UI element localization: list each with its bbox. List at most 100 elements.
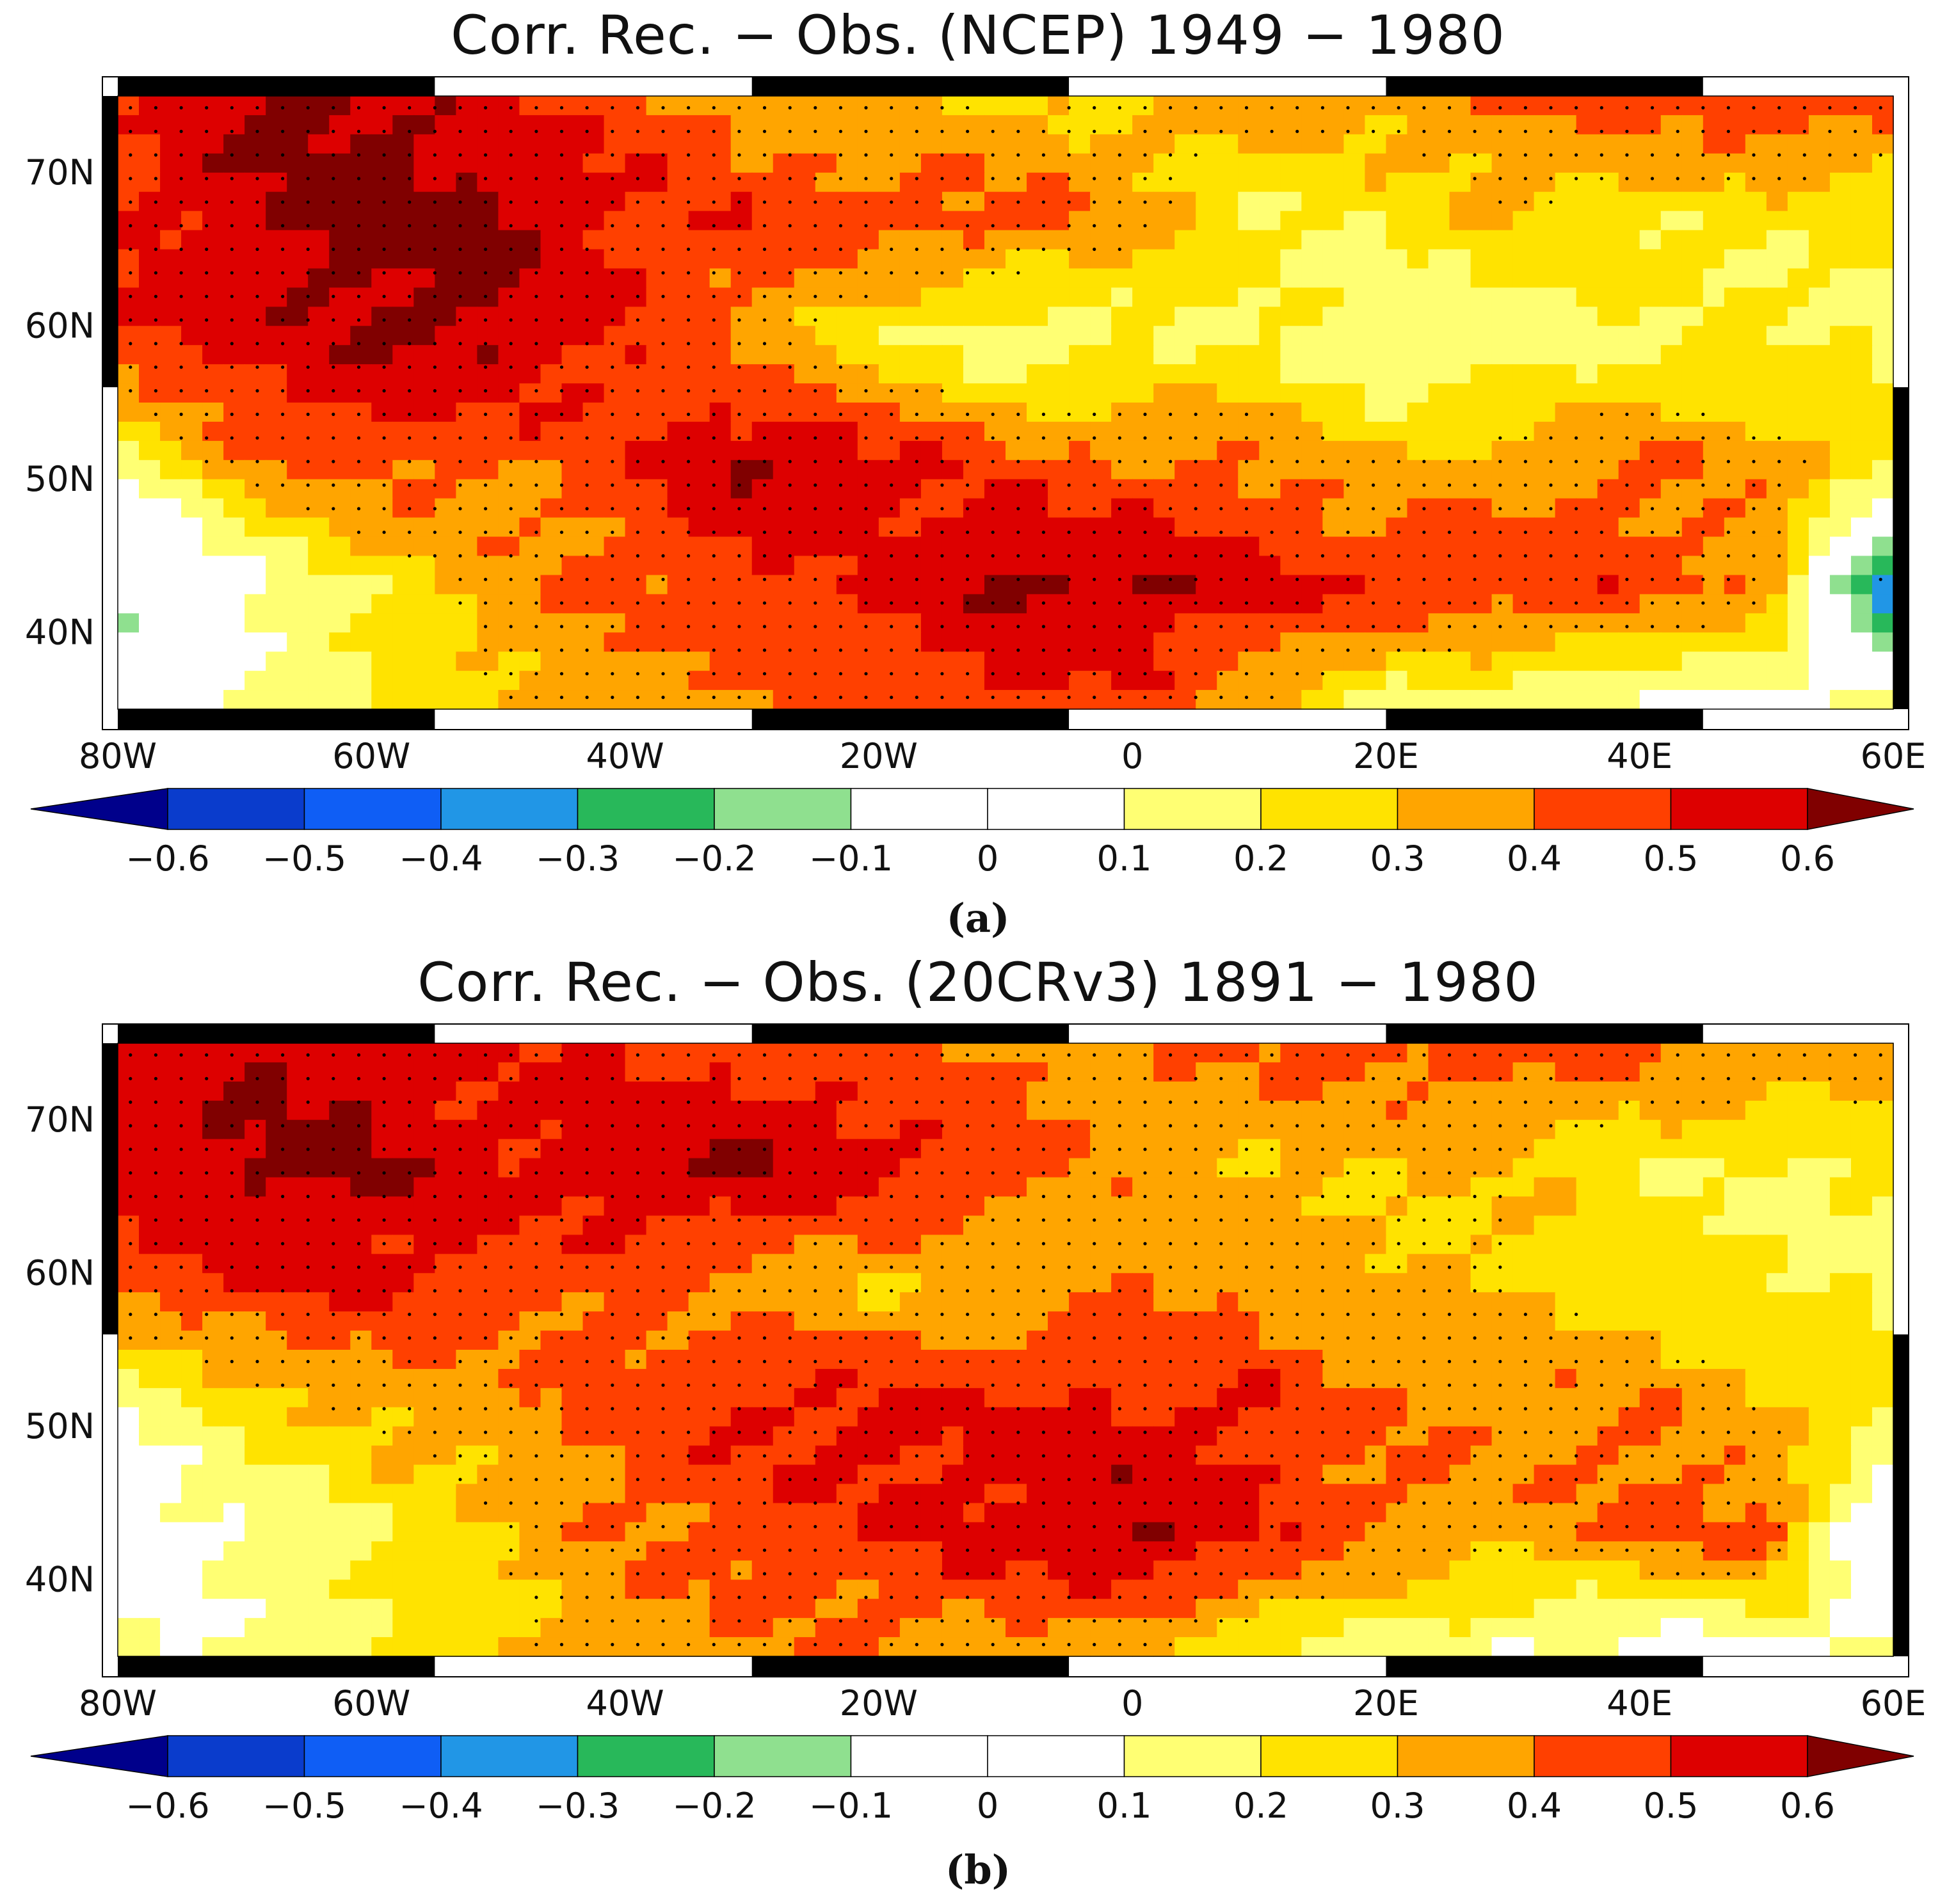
panel-a-stipple-dot	[1473, 577, 1477, 581]
panel-a-field-cell	[435, 115, 457, 135]
panel-b-field-cell	[1386, 1043, 1408, 1063]
panel-a-field-cell	[1428, 268, 1450, 289]
panel-a-field-cell	[1407, 575, 1429, 595]
panel-a-stipple-dot	[1625, 507, 1629, 511]
panel-b-field-cell	[1703, 1177, 1725, 1197]
panel-a-stipple-dot	[357, 318, 361, 322]
panel-a-stipple-dot	[864, 412, 868, 417]
panel-a-field-cell	[1639, 364, 1662, 384]
panel-a-field-cell	[1407, 268, 1429, 289]
panel-b-field-cell	[435, 1177, 457, 1197]
panel-a-stipple-dot	[154, 153, 157, 157]
panel-a-field-cell	[561, 191, 584, 212]
panel-b-field-cell	[857, 1254, 879, 1274]
panel-a-stipple-dot	[1752, 177, 1756, 180]
panel-a-stipple-dot	[940, 507, 944, 511]
panel-a-field-cell	[1597, 211, 1619, 231]
panel-a-field-cell	[498, 211, 520, 231]
panel-a-field-cell	[1491, 403, 1514, 422]
panel-b-field-cell	[498, 1119, 520, 1140]
panel-a-field-cell	[118, 364, 140, 384]
panel-b-field-cell	[751, 1062, 774, 1082]
panel-a-stipple-dot	[408, 318, 412, 322]
panel-a-field-cell	[857, 479, 879, 499]
panel-a-stipple-dot	[255, 389, 259, 393]
panel-a-field-cell	[519, 556, 541, 576]
panel-a-field-cell	[1428, 96, 1450, 116]
panel-a-field-cell	[1534, 307, 1556, 327]
panel-a-field-cell	[815, 632, 837, 652]
panel-a-field-cell	[435, 421, 457, 442]
panel-a-field-cell	[1491, 153, 1514, 173]
panel-a-stipple-dot	[357, 507, 361, 511]
panel-a-field-cell	[540, 536, 563, 557]
panel-b-field-cell	[1597, 1139, 1619, 1159]
panel-a-stipple-dot	[1422, 577, 1426, 581]
panel-a-field-cell	[308, 632, 330, 652]
panel-a-field-cell	[1534, 249, 1556, 269]
panel-a-stipple-dot	[966, 271, 970, 275]
panel-a-field-cell	[1428, 134, 1450, 154]
panel-a-field-cell	[1069, 556, 1091, 576]
panel-a-field-cell	[1872, 211, 1894, 231]
panel-a-stipple-dot	[1701, 577, 1705, 581]
panel-a-stipple-dot	[788, 412, 792, 417]
panel-a-field-cell	[1048, 440, 1070, 461]
panel-a-field-cell	[1027, 460, 1048, 480]
panel-a-stipple-dot	[1752, 554, 1756, 558]
panel-a-stipple-dot	[915, 436, 918, 440]
panel-a-field-cell	[202, 575, 224, 595]
panel-b-field-cell	[392, 1081, 415, 1101]
panel-a-stipple-dot	[585, 153, 589, 157]
panel-a-field-cell	[1343, 364, 1366, 384]
panel-b-field-cell	[1639, 1254, 1662, 1274]
panel-a-field-cell	[625, 230, 647, 250]
panel-a-field-cell	[308, 326, 330, 346]
panel-a-field-cell	[942, 671, 964, 691]
panel-a-field-cell	[1449, 690, 1471, 710]
panel-a-field-cell	[1006, 134, 1027, 154]
panel-a-field-cell	[435, 345, 457, 365]
panel-b-field-cell	[1259, 1081, 1281, 1101]
panel-b-field-cell	[942, 1196, 964, 1217]
panel-a-field-cell	[1365, 632, 1387, 652]
panel-a-stipple-dot	[1169, 531, 1173, 534]
panel-b-field-cell	[1217, 1177, 1239, 1197]
panel-a-stipple-dot	[1118, 625, 1121, 628]
panel-a-field-cell	[223, 652, 245, 671]
panel-a-field-cell	[181, 287, 203, 308]
panel-a-field-cell	[266, 613, 287, 634]
panel-a-stipple-dot	[1498, 531, 1502, 534]
panel-a-stipple-dot	[1219, 648, 1223, 652]
panel-b-field-cell	[1850, 1254, 1873, 1274]
panel-a-field-cell	[582, 536, 605, 557]
panel-a-field-cell	[899, 556, 922, 576]
panel-a-top-border-bar	[118, 77, 435, 96]
panel-a-field-cell	[582, 690, 605, 710]
panel-a-field-cell	[392, 153, 415, 173]
panel-a-field-cell	[181, 134, 203, 154]
panel-a-stipple-dot	[712, 177, 716, 180]
panel-a-field-cell	[1470, 153, 1493, 173]
panel-a-field-cell	[625, 594, 647, 614]
panel-b-field-cell	[435, 1254, 457, 1274]
panel-a-stipple-dot	[1093, 177, 1096, 180]
panel-a-x-tick-label: 80W	[79, 736, 157, 776]
panel-a-field-cell	[413, 556, 436, 576]
panel-a-field-cell	[350, 364, 373, 384]
panel-a-field-cell	[709, 134, 732, 154]
panel-a-field-cell	[878, 383, 901, 403]
panel-a-stipple-dot	[230, 318, 234, 322]
panel-a-stipple-dot	[1650, 106, 1655, 109]
panel-a-stipple-dot	[458, 129, 462, 133]
panel-a-stipple-dot	[1093, 436, 1096, 440]
panel-a-field-cell	[984, 671, 1006, 691]
panel-a-field-cell	[1196, 671, 1218, 691]
panel-b-field-cell	[1069, 1100, 1091, 1121]
panel-a-field-cell	[1872, 536, 1894, 557]
panel-a-field-cell	[920, 383, 943, 403]
panel-a-stipple-dot	[585, 247, 589, 252]
panel-a-field-cell	[1111, 230, 1133, 250]
panel-a-field-cell	[1850, 556, 1873, 576]
panel-a-stipple-dot	[154, 200, 157, 204]
